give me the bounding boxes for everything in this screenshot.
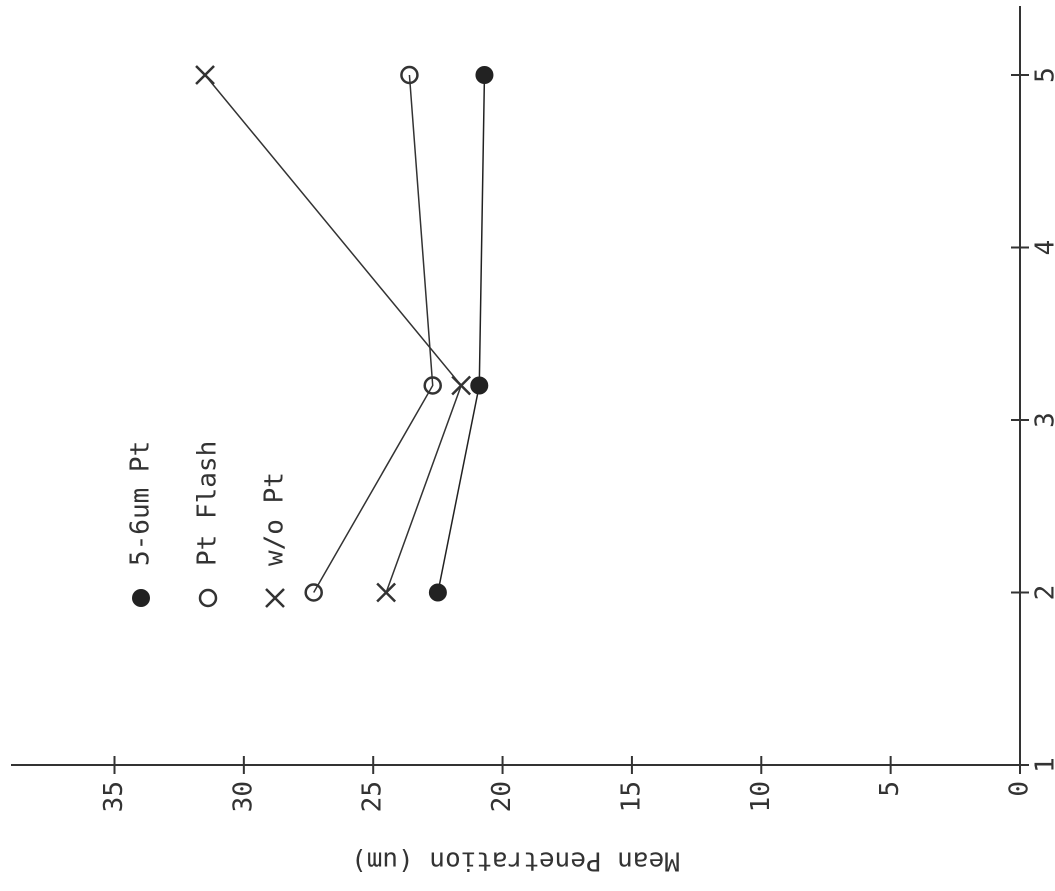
y-tick-label: 0: [1005, 781, 1035, 797]
legend-label: 5-6um Pt: [126, 441, 156, 566]
marker-x: [451, 375, 472, 396]
y-tick-label: 20: [487, 781, 517, 812]
rotated-plot: 1 2 3 4 5 0 5 10 15 20 25 30 35 Mean Penetration (um)…: [11, 6, 1055, 876]
x-tick-label: 5: [1031, 67, 1055, 83]
x-tick-label: 1: [1031, 757, 1055, 773]
marker-circle: [304, 583, 323, 602]
marker-filled: [428, 583, 447, 602]
marker-circle: [423, 376, 442, 395]
marker-x: [376, 582, 397, 603]
marker-filled: [475, 66, 494, 84]
legend-label: w/o Pt: [260, 472, 290, 566]
legend-label: Pt Flash: [193, 441, 223, 566]
legend-marker: [198, 588, 218, 608]
y-tick-label: 25: [358, 781, 388, 812]
series-line: [437, 74, 486, 593]
marker-circle: [400, 65, 419, 85]
y-tick-label: 35: [99, 781, 129, 812]
legend-marker: [132, 589, 150, 607]
x-tick-label: 4: [1031, 240, 1055, 256]
y-axis-title: Mean Penetration (um): [351, 846, 680, 876]
y-tick-label: 10: [746, 781, 776, 812]
marker-filled: [470, 376, 489, 395]
x-tick-label: 3: [1031, 412, 1055, 428]
y-tick-label: 30: [228, 781, 258, 812]
marker-x: [195, 65, 215, 85]
y-tick-label: 5: [875, 781, 905, 797]
legend-marker: [265, 588, 285, 608]
x-tick-label: 2: [1031, 585, 1055, 601]
y-tick-label: 15: [616, 781, 646, 812]
series-line: [204, 74, 463, 593]
series-line: [313, 74, 434, 593]
